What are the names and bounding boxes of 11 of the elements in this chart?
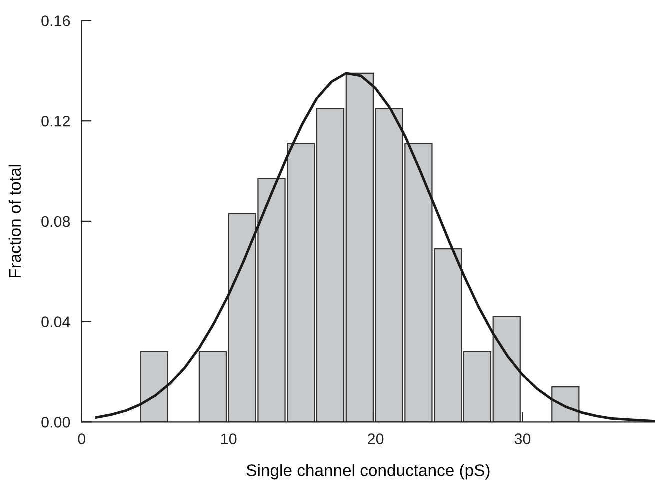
y-tick-label: 0.04 [42,316,70,328]
y-tick-label: 0.00 [42,417,70,428]
x-tick-label: 20 [368,434,384,444]
y-tick-label: 0.16 [42,16,70,26]
x-tick-label: 30 [514,434,531,444]
x-tick-label: 0 [78,434,86,444]
y-tick-label: 0.08 [42,216,70,228]
y-tick-label: 0.12 [42,116,70,127]
x-tick-label: 10 [222,434,237,444]
y-axis-title: Fraction of total [8,165,22,278]
x-axis-title: Single channel conductance (pS) [246,464,490,480]
